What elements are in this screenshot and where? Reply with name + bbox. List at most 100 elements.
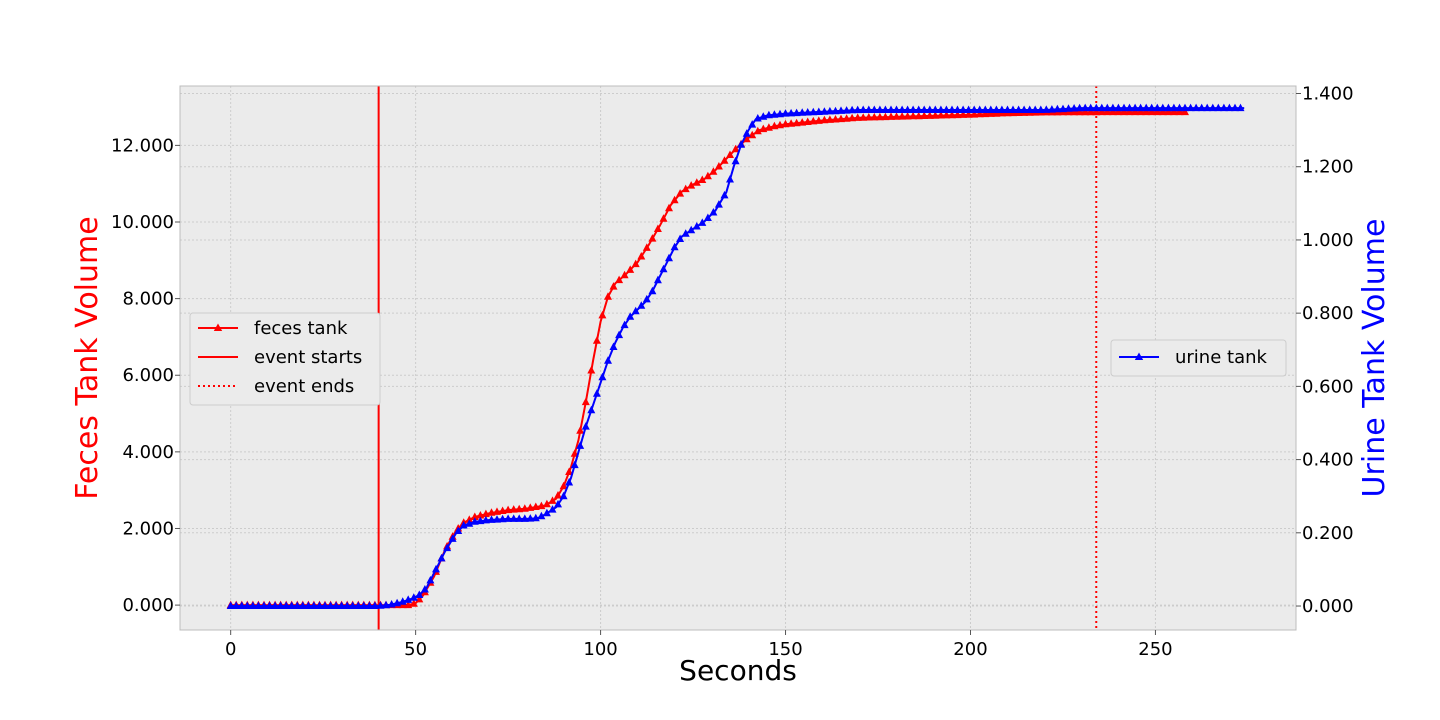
urine-tank-marker: [903, 105, 912, 113]
urine-tank-marker: [1192, 103, 1201, 112]
urine-tank-marker: [321, 601, 329, 609]
urine-tank-marker: [1214, 103, 1223, 112]
urine-tank-marker: [526, 514, 535, 522]
urine-tank-marker: [1203, 103, 1212, 112]
urine-tank-marker: [548, 505, 557, 513]
urine-tank-marker: [803, 108, 812, 116]
urine-tank-marker: [820, 107, 829, 115]
urine-tank-marker: [792, 108, 801, 117]
feces-tank-marker: [1114, 107, 1123, 116]
feces-tank-marker: [848, 113, 857, 122]
y-right-tick-label: 0.800: [1302, 303, 1354, 324]
feces-tank-marker: [1175, 107, 1184, 116]
y-right-tick-label: 0.000: [1302, 596, 1354, 617]
urine-tank-marker: [470, 517, 479, 525]
x-axis-title: Seconds: [679, 654, 797, 687]
urine-tank-marker: [692, 222, 701, 230]
urine-tank-marker: [959, 105, 968, 113]
feces-tank-marker: [853, 113, 862, 121]
urine-tank-marker: [493, 515, 501, 523]
y-axis-right-title: Urine Tank Volume: [1357, 219, 1392, 498]
feces-tank-marker: [531, 502, 540, 510]
urine-tank-marker: [748, 120, 757, 128]
urine-tank-marker: [287, 601, 296, 609]
urine-tank-marker: [1153, 103, 1162, 112]
urine-tank-marker: [1053, 104, 1062, 113]
feces-tank-marker: [1120, 107, 1128, 116]
feces-tank-marker: [665, 203, 673, 212]
urine-tank-marker: [848, 105, 857, 114]
urine-tank-marker: [909, 105, 918, 113]
x-tick-label: 100: [583, 639, 617, 660]
urine-tank-marker: [1208, 103, 1217, 112]
feces-tank-marker: [1169, 107, 1178, 116]
urine-tank-marker: [1081, 103, 1090, 112]
feces-tank-marker: [648, 234, 657, 242]
urine-tank-marker: [653, 275, 662, 284]
legend-urine-label: urine tank: [1175, 347, 1268, 368]
urine-tank-marker: [382, 600, 390, 609]
feces-tank-marker: [809, 116, 818, 125]
feces-tank-marker: [931, 111, 940, 119]
feces-tank-marker: [731, 144, 740, 153]
urine-tank-marker: [1064, 104, 1073, 112]
urine-tank-marker: [332, 601, 341, 609]
feces-tank-marker: [493, 507, 501, 515]
urine-tank-marker: [559, 491, 568, 500]
urine-tank-marker: [1070, 104, 1079, 112]
urine-tank-marker: [714, 200, 723, 208]
feces-tank-marker: [953, 110, 962, 119]
urine-tank-marker: [337, 601, 346, 609]
urine-tank-marker: [665, 253, 673, 262]
urine-tank-marker: [276, 601, 285, 609]
feces-tank-marker: [825, 115, 834, 123]
feces-tank-marker: [920, 111, 929, 119]
feces-tank-marker: [742, 134, 751, 143]
feces-tank-marker: [631, 259, 640, 268]
urine-tank-marker: [1231, 103, 1239, 112]
urine-tank-marker: [776, 109, 784, 118]
y-axis-left: 0.000 2.000 4.000 6.000 8.000 10.000 12.000: [111, 135, 180, 616]
urine-tank-marker: [581, 422, 590, 430]
urine-tank-marker: [531, 513, 540, 522]
urine-tank-marker: [1131, 103, 1140, 112]
feces-tank-marker: [1081, 107, 1090, 116]
urine-tank-marker: [443, 543, 452, 552]
x-axis: 0 50 100 150 200 250: [225, 630, 1173, 660]
x-tick-label: 150: [768, 639, 802, 660]
feces-tank-marker: [753, 126, 762, 135]
legend-left: feces tank event starts event ends: [189, 312, 381, 406]
feces-tank-marker: [1164, 107, 1173, 116]
urine-tank-marker: [1025, 105, 1034, 113]
urine-tank-marker: [626, 312, 635, 320]
feces-tank-marker: [1136, 107, 1145, 116]
urine-tank-marker: [271, 601, 280, 609]
feces-tank-marker: [520, 504, 529, 512]
urine-tank-marker: [237, 601, 246, 609]
feces-tank-marker: [720, 156, 729, 164]
urine-tank-marker: [676, 234, 685, 242]
urine-tank-marker: [970, 105, 979, 113]
y-left-tick-label: 2.000: [122, 518, 174, 539]
urine-tank-marker: [975, 105, 984, 113]
feces-tank-marker: [554, 491, 562, 499]
feces-tank-marker: [587, 366, 596, 374]
urine-tank-marker: [1042, 105, 1051, 113]
urine-tank-marker: [870, 105, 879, 113]
urine-tank-marker: [637, 301, 646, 309]
urine-tank-marker: [1003, 105, 1012, 113]
urine-tank-marker: [398, 597, 407, 605]
urine-tank-marker: [764, 110, 773, 119]
legend-urine-marker: [1134, 352, 1144, 360]
urine-tank-marker: [864, 105, 873, 113]
urine-tank-marker: [703, 213, 712, 221]
urine-tank-marker: [420, 585, 429, 593]
y-left-tick-label: 6.000: [122, 365, 174, 386]
urine-tank-marker: [343, 601, 352, 609]
feces-tank-marker: [925, 111, 934, 119]
feces-tank-marker: [1108, 107, 1117, 116]
feces-tank-marker: [842, 114, 851, 122]
feces-tank-marker: [670, 195, 679, 204]
legend-event-start-label: event starts: [254, 347, 362, 368]
